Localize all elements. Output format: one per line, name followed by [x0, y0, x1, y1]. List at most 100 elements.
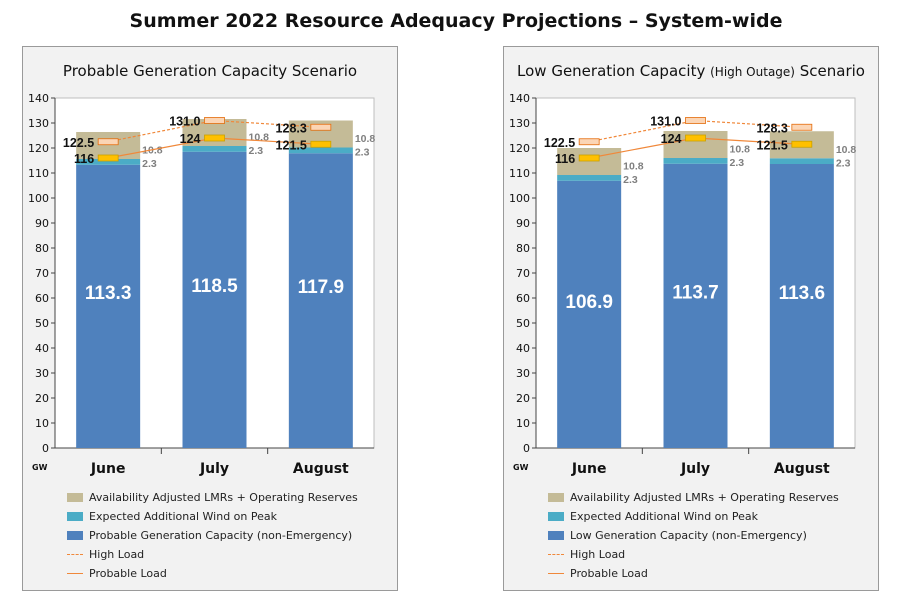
- chart-title: Low Generation Capacity (High Outage) Sc…: [504, 62, 878, 80]
- y-tick-label: 140: [28, 92, 49, 105]
- high-load-label: 131.0: [169, 115, 200, 129]
- probable-load-label: 116: [74, 152, 94, 166]
- probable-load-marker: [578, 154, 600, 162]
- y-tick-label: 110: [509, 167, 530, 180]
- y-axis-label: GW: [32, 463, 48, 472]
- y-tick-label: 80: [35, 242, 49, 255]
- y-tick-label: 130: [509, 117, 530, 130]
- bar-generation: [663, 163, 728, 448]
- probable-load-label: 121.5: [757, 138, 788, 152]
- high-load-marker: [310, 123, 332, 131]
- x-tick-label: July: [680, 461, 710, 477]
- y-tick-label: 70: [516, 267, 530, 280]
- y-axis-label: GW: [513, 463, 529, 472]
- bar-chart-low: 0 10 20 30 40 50 60 70 80 90 100 110 120 130 140 GW June…: [509, 92, 856, 477]
- bar-generation: [557, 180, 622, 448]
- probable-load-label: 116: [555, 152, 575, 166]
- lmr-value-label: 10.8: [249, 132, 270, 144]
- bar-wind: [182, 146, 247, 152]
- probable-load-marker: [204, 134, 225, 142]
- high-load-label: 122.5: [63, 136, 94, 150]
- bar-lmr: [557, 148, 622, 175]
- bar-generation: [288, 153, 353, 448]
- legend-item-probable-load: Probable Load: [67, 564, 358, 583]
- bar-wind: [288, 147, 353, 154]
- y-tick-label: 100: [509, 192, 530, 205]
- legend-item-lmr: Availability Adjusted LMRs + Operating R…: [67, 488, 358, 507]
- legend-item-high-load: High Load: [548, 545, 839, 564]
- lmr-value-label: 10.8: [355, 133, 376, 145]
- bar-value-label: 118.5: [191, 276, 238, 297]
- y-tick-label: 140: [509, 92, 530, 105]
- y-tick-label: 130: [28, 117, 49, 130]
- y-tick-label: 0: [42, 442, 49, 455]
- probable-load-label: 124: [661, 132, 682, 146]
- bar-value-label: 117.9: [298, 277, 345, 298]
- y-tick-label: 40: [35, 342, 49, 355]
- bar-chart-probable: 0 10 20 30 40 50 60 70 80 90 100 110 120 130 140 GW June…: [28, 92, 376, 477]
- chart-panel-low: Low Generation Capacity (High Outage) Sc…: [503, 46, 879, 591]
- high-load-label: 128.3: [276, 121, 307, 135]
- legend-item-generation: Probable Generation Capacity (non-Emerge…: [67, 526, 358, 545]
- legend: Availability Adjusted LMRs + Operating R…: [67, 488, 358, 583]
- chart-title-end: Scenario: [799, 62, 865, 80]
- legend-item-high-load: High Load: [67, 545, 358, 564]
- legend: Availability Adjusted LMRs + Operating R…: [548, 488, 839, 583]
- probable-load-marker: [685, 134, 706, 142]
- y-tick-label: 50: [35, 317, 49, 330]
- bar-generation: [76, 164, 141, 448]
- legend-item-wind: Expected Additional Wind on Peak: [67, 507, 358, 526]
- high-load-marker: [204, 117, 225, 124]
- probable-load-label: 121.5: [276, 138, 307, 152]
- y-tick-label: 60: [35, 292, 49, 305]
- high-load-line: [589, 119, 802, 143]
- wind-value-label: 2.3: [355, 147, 370, 159]
- bar-value-label: 106.9: [565, 292, 613, 313]
- x-tick-label: June: [571, 461, 607, 477]
- y-tick-label: 50: [516, 317, 530, 330]
- y-tick-label: 30: [516, 367, 530, 380]
- chart-panel-probable: Probable Generation Capacity Scenario 0 1…: [22, 46, 398, 591]
- x-tick-label: August: [293, 461, 349, 477]
- probable-load-label: 124: [180, 132, 201, 146]
- bar-wind: [557, 175, 622, 181]
- chart-title-suffix: (High Outage): [710, 65, 795, 79]
- bar-wind: [769, 158, 834, 164]
- high-load-label: 131.0: [650, 115, 681, 129]
- high-load-marker: [685, 117, 706, 124]
- high-load-label: 128.3: [757, 121, 788, 135]
- wind-value-label: 2.3: [249, 145, 264, 157]
- y-tick-label: 120: [509, 142, 530, 155]
- bar-generation: [769, 164, 834, 448]
- legend-item-generation: Low Generation Capacity (non-Emergency): [548, 526, 839, 545]
- high-load-line: [108, 119, 321, 143]
- y-tick-label: 10: [516, 417, 530, 430]
- probable-load-marker: [97, 154, 119, 162]
- y-tick-label: 40: [516, 342, 530, 355]
- y-tick-label: 80: [516, 242, 530, 255]
- chart-title: Probable Generation Capacity Scenario: [23, 62, 397, 80]
- y-tick-label: 0: [523, 442, 530, 455]
- lmr-value-label: 10.8: [730, 144, 751, 156]
- probable-load-marker: [310, 140, 332, 148]
- y-tick-label: 20: [516, 392, 530, 405]
- chart-title-text: Low Generation Capacity: [517, 62, 706, 80]
- y-tick-label: 20: [35, 392, 49, 405]
- wind-value-label: 2.3: [142, 158, 157, 170]
- y-tick-label: 90: [35, 217, 49, 230]
- wind-value-label: 2.3: [836, 157, 851, 169]
- lmr-value-label: 10.8: [623, 161, 644, 173]
- wind-value-label: 2.3: [730, 157, 745, 169]
- high-load-marker: [578, 138, 600, 146]
- high-load-label: 122.5: [544, 136, 575, 150]
- bar-value-label: 113.3: [85, 283, 132, 304]
- bar-generation: [182, 151, 247, 448]
- probable-load-marker: [791, 140, 813, 148]
- y-tick-label: 120: [28, 142, 49, 155]
- legend-item-probable-load: Probable Load: [548, 564, 839, 583]
- high-load-marker: [791, 123, 813, 131]
- y-tick-label: 30: [35, 367, 49, 380]
- y-tick-label: 100: [28, 192, 49, 205]
- high-load-marker: [97, 138, 119, 146]
- bar-value-label: 113.7: [672, 283, 719, 304]
